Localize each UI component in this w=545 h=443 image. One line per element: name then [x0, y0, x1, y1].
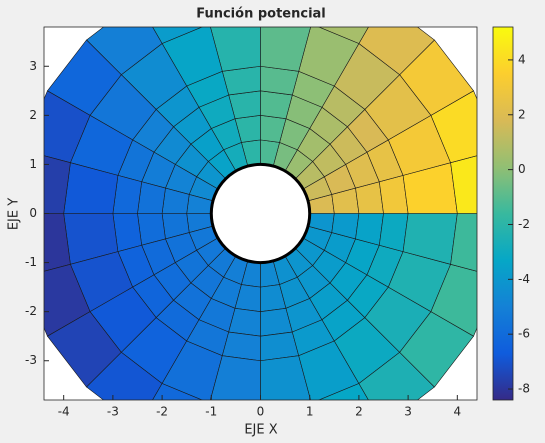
colorbar-tick-label: 2 [518, 107, 526, 121]
surface-cell [430, 263, 477, 337]
x-tick-label: -2 [156, 405, 168, 419]
surface-cell [152, 383, 203, 400]
y-tick-label: -2 [25, 304, 37, 318]
y-tick-label: 2 [29, 108, 37, 122]
surface-cell [152, 27, 203, 44]
surface-cell [318, 383, 369, 400]
surface-cell [86, 351, 163, 400]
surface-cell [260, 27, 311, 72]
surface-cell [44, 155, 71, 214]
surface-cell [358, 27, 435, 76]
surface-cell [210, 27, 261, 72]
surface-cell [161, 340, 223, 400]
y-tick-label: -1 [25, 255, 37, 269]
y-tick-label: 0 [29, 206, 37, 220]
colorbar-tick-label: 4 [518, 52, 526, 66]
y-tick-label: 3 [29, 59, 37, 73]
colorbar-tick-label: -2 [518, 217, 530, 231]
x-tick-label: -3 [107, 405, 119, 419]
x-tick-label: 4 [453, 405, 461, 419]
x-tick-label: -1 [205, 405, 217, 419]
surface-cell [44, 213, 71, 272]
surface-cell [450, 155, 477, 214]
x-tick-label: 2 [355, 405, 363, 419]
cylinder [209, 162, 312, 265]
surface-cell [44, 90, 91, 164]
x-tick-label: 1 [306, 405, 314, 419]
chart-title: Función potencial [196, 7, 326, 22]
x-tick-label: 3 [404, 405, 412, 419]
y-axis-label: EJE Y [7, 198, 22, 230]
surface-cell [260, 355, 311, 400]
colorbar-tick-label: -6 [518, 327, 530, 341]
surface-cell [210, 355, 261, 400]
colorbar [492, 26, 514, 401]
x-axis-label: EJE X [244, 423, 277, 438]
surface [44, 27, 477, 400]
colorbar-tick-label: -4 [518, 272, 530, 286]
x-tick-label: -4 [58, 405, 70, 419]
surface-cell [450, 213, 477, 272]
colorbar-tick-label: -8 [518, 382, 530, 396]
surface-cell [318, 27, 369, 44]
x-tick-label: 0 [257, 405, 265, 419]
y-tick-label: 1 [29, 157, 37, 171]
surface-cell [298, 27, 360, 87]
y-tick-label: -3 [25, 353, 37, 367]
colorbar-tick-label: 0 [518, 162, 526, 176]
